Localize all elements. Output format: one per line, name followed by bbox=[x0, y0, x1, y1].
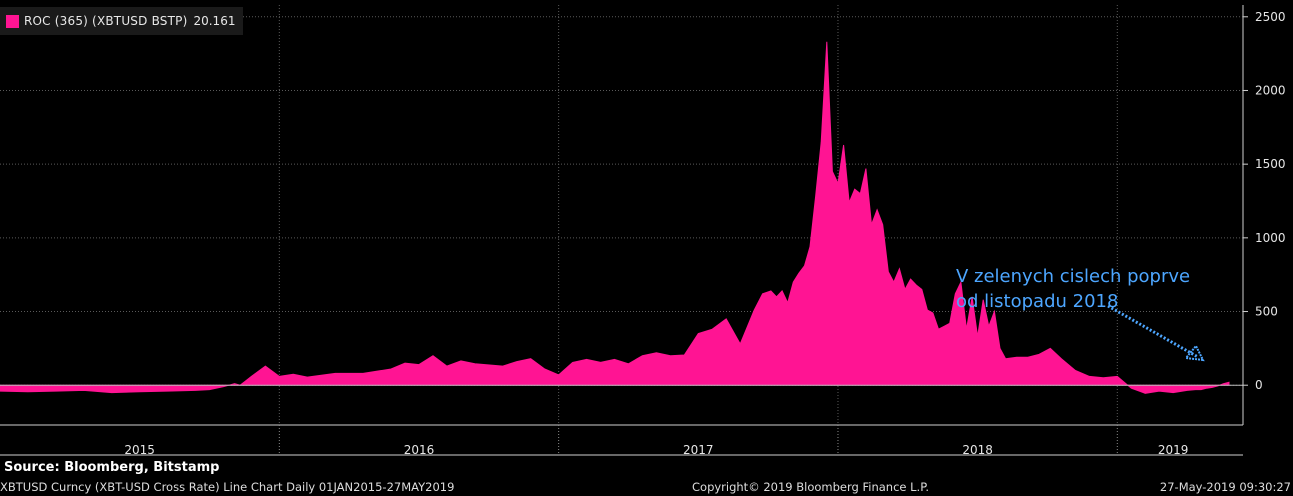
legend-label: ROC (365) (XBTUSD BSTP) bbox=[24, 14, 188, 28]
x-tick-label: 2019 bbox=[1158, 443, 1189, 457]
annotation-line-2: od listopadu 2018 bbox=[956, 291, 1119, 312]
annotation-arrow-shaft bbox=[1107, 304, 1199, 359]
source-note: Source: Bloomberg, Bitstamp bbox=[4, 460, 220, 475]
y-tick-label: 2500 bbox=[1255, 10, 1286, 24]
annotation: V zelenych cislech poprve od listopadu 2… bbox=[956, 264, 1190, 314]
x-tick-label: 2015 bbox=[124, 443, 155, 457]
x-tick-label: 2016 bbox=[404, 443, 435, 457]
y-axis-ticks: 0 500 1000 1500 2000 2500 bbox=[1243, 10, 1286, 392]
horizontal-gridlines bbox=[0, 16, 1243, 386]
y-tick-label: 2000 bbox=[1255, 83, 1286, 97]
series-area-path bbox=[0, 41, 1230, 394]
y-tick-label: 1500 bbox=[1255, 157, 1286, 171]
y-tick-label: 1000 bbox=[1255, 231, 1286, 245]
annotation-line-1: V zelenych cislech poprve bbox=[956, 266, 1191, 287]
x-axis-labels: 2015 2016 2017 2018 2019 bbox=[124, 425, 1188, 457]
axes bbox=[0, 5, 1244, 456]
series-area bbox=[0, 41, 1230, 394]
legend-value: 20.161 bbox=[193, 14, 236, 28]
legend-swatch bbox=[6, 14, 19, 28]
timestamp: 27-May-2019 09:30:27 bbox=[1159, 480, 1291, 494]
copyright: Copyright© 2019 Bloomberg Finance L.P. bbox=[692, 480, 929, 494]
chart-description: XBTUSD Curncy (XBT-USD Cross Rate) Line … bbox=[0, 480, 455, 494]
annotation-arrow-head bbox=[1184, 344, 1205, 362]
x-tick-label: 2017 bbox=[683, 443, 714, 457]
x-tick-label: 2018 bbox=[962, 443, 993, 457]
y-tick-label: 0 bbox=[1255, 378, 1263, 392]
footer: XBTUSD Curncy (XBT-USD Cross Rate) Line … bbox=[0, 480, 1293, 496]
y-tick-label: 500 bbox=[1255, 305, 1278, 319]
legend: ROC (365) (XBTUSD BSTP) 20.161 bbox=[0, 7, 243, 35]
